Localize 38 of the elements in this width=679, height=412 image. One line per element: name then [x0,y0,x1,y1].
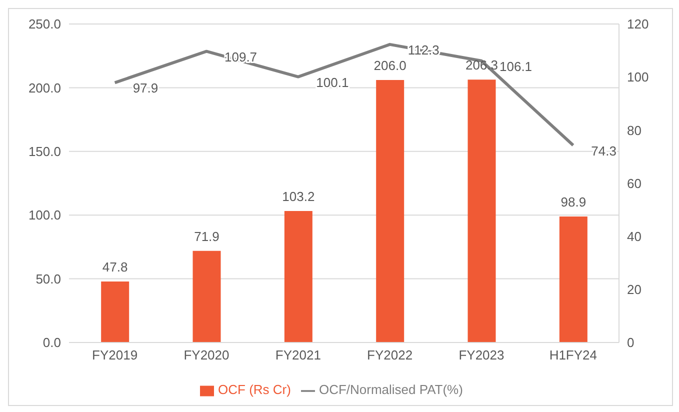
y-tick-label: 250.0 [28,16,61,32]
x-tick-label: FY2023 [458,348,504,363]
y2-tick-label: 80 [627,122,642,138]
data-label: 71.9 [194,228,220,244]
y-tick-label: 150.0 [28,144,61,159]
x-tick-label: FY2020 [184,348,230,363]
y2-tick-label: 120 [627,16,649,32]
data-label: 47.8 [102,260,128,275]
data-label: 109.7 [224,49,258,64]
data-label: 103.2 [282,188,315,204]
y-tick-label: 200.0 [28,80,61,96]
y2-tick-label: 100 [627,70,649,85]
y-tick-label: 100.0 [28,208,61,223]
data-label: 100.1 [316,74,349,90]
data-label: 74.3 [591,143,616,158]
bar [468,80,496,342]
bar [101,282,130,342]
y2-tick-label: 0 [627,335,634,350]
bar [376,80,404,342]
x-tick-label: FY2021 [275,348,321,363]
data-label: 98.9 [560,194,586,210]
y-tick-label: 0.0 [42,335,61,350]
bar [284,210,312,342]
data-label: 206.0 [374,58,406,74]
y2-tick-label: 60 [627,176,642,191]
x-tick-label: FY2019 [92,348,138,363]
legend-label: OCF (Rs Cr) [218,382,291,398]
legend-label: OCF/Normalised PAT(%) [318,382,463,398]
bar [192,250,221,342]
line-series [113,42,575,147]
x-tick-label: FY2022 [367,348,413,363]
x-tick-label: H1FY24 [549,348,598,363]
y2-tick-label: 40 [627,228,642,244]
y2-tick-label: 20 [627,282,642,297]
y-tick-label: 50.0 [36,271,61,286]
bar [559,216,588,342]
data-label: 97.9 [132,80,158,96]
data-label: 106.1 [500,58,532,74]
